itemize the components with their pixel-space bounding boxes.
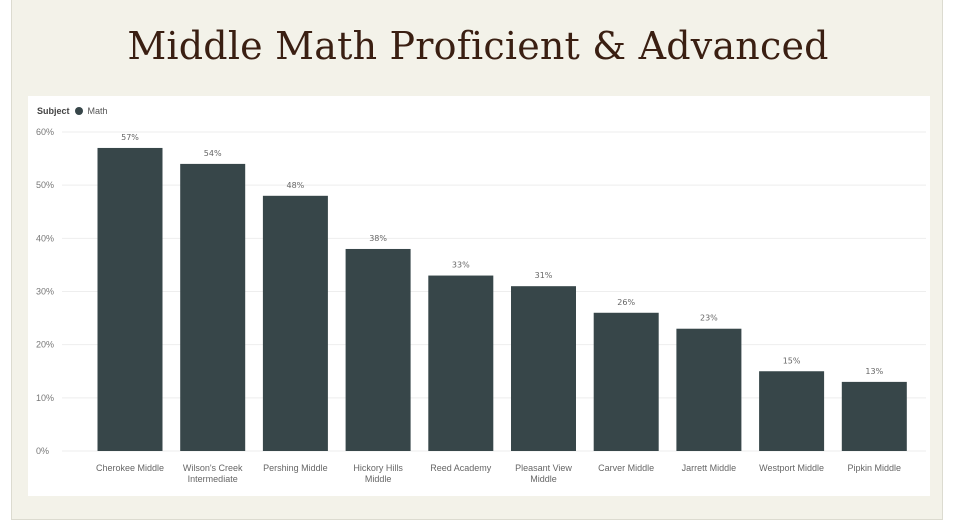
page-title: Middle Math Proficient & Advanced <box>127 24 829 68</box>
data-label: 31% <box>535 271 553 280</box>
bar[interactable] <box>97 147 163 451</box>
x-category-label: Jarrett Middle <box>682 463 737 473</box>
y-tick-label: 50% <box>36 180 54 190</box>
x-category-label: Westport Middle <box>759 463 824 473</box>
bar-chart: 0% 10% 20% 30% 40% 50% 60% 57% Cherokee Middle 54… <box>36 127 926 484</box>
bar[interactable] <box>676 328 742 451</box>
x-category-label: Intermediate <box>188 474 238 484</box>
bar[interactable] <box>180 163 246 451</box>
bar[interactable] <box>511 286 576 451</box>
data-label: 57% <box>121 133 139 142</box>
legend-dot-icon <box>74 107 83 115</box>
bar[interactable] <box>262 195 328 451</box>
report-panel: Middle Math Proficient & Advanced Subjec… <box>11 0 943 520</box>
data-label: 48% <box>287 181 305 190</box>
y-tick-label: 10% <box>36 393 54 403</box>
x-category-label: Middle <box>530 474 557 484</box>
bar[interactable] <box>759 371 825 451</box>
data-label: 38% <box>369 234 387 243</box>
x-category-label: Middle <box>365 474 392 484</box>
legend-item[interactable]: Math <box>87 106 108 116</box>
bar[interactable] <box>841 381 907 451</box>
data-label: 23% <box>700 314 718 323</box>
data-label: 54% <box>204 149 222 158</box>
y-tick-label: 60% <box>36 127 54 137</box>
y-tick-label: 30% <box>36 287 54 297</box>
x-category-label: Hickory Hills <box>353 463 403 473</box>
x-category-label: Pleasant View <box>515 463 572 473</box>
bar[interactable] <box>428 275 494 451</box>
bar[interactable] <box>593 312 659 451</box>
x-category-label: Pipkin Middle <box>848 463 902 473</box>
bar[interactable] <box>345 248 411 451</box>
data-label: 15% <box>783 356 801 365</box>
legend-label: Subject <box>37 106 70 116</box>
x-category-label: Reed Academy <box>430 463 492 473</box>
data-label: 13% <box>865 367 883 376</box>
x-category-label: Cherokee Middle <box>96 463 164 473</box>
y-tick-label: 40% <box>36 233 54 243</box>
y-tick-label: 0% <box>36 446 49 456</box>
chart-card[interactable]: Subject Math 0% 10% 20% 30% 40% 50% 60% 57% Cher… <box>28 96 930 496</box>
legend: Subject Math <box>37 106 108 116</box>
x-category-label: Wilson's Creek <box>183 463 243 473</box>
data-label: 33% <box>452 261 470 270</box>
y-tick-label: 20% <box>36 340 54 350</box>
data-label: 26% <box>617 298 635 307</box>
x-category-label: Carver Middle <box>598 463 654 473</box>
x-category-label: Pershing Middle <box>263 463 328 473</box>
